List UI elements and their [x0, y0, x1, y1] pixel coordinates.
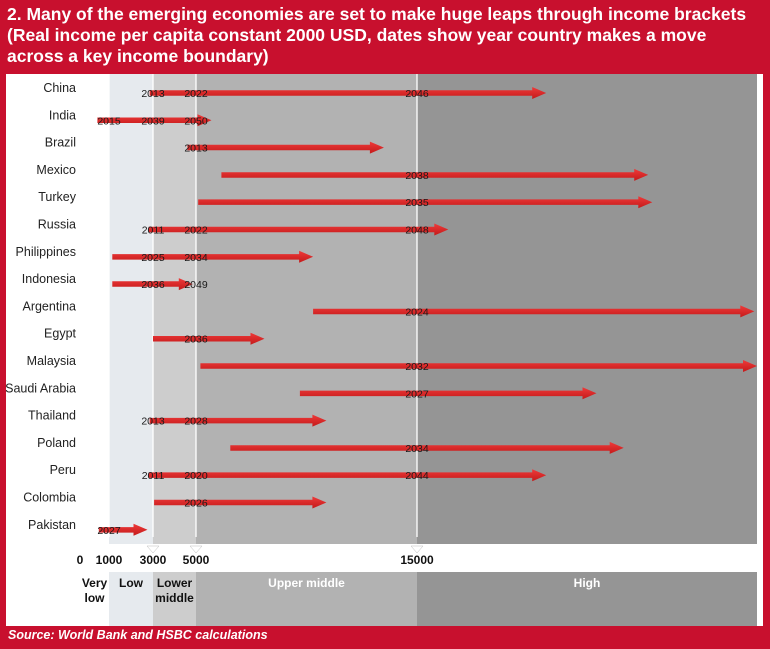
country-label-india: India: [49, 108, 76, 122]
year-label-peru-2011: 2011: [142, 470, 165, 482]
country-label-philippines: Philippines: [16, 245, 76, 259]
arrow-saudi-arabia: [299, 387, 597, 400]
year-label-colombia-2026: 2026: [184, 498, 208, 510]
year-label-china-2022: 2022: [184, 88, 208, 100]
arrow-russia: [148, 223, 449, 236]
arrow-malaysia: [200, 360, 757, 372]
country-label-russia: Russia: [38, 218, 76, 232]
year-label-india-2015: 2015: [97, 115, 121, 127]
x-tick-label-0: 0: [77, 553, 84, 567]
arrow-poland: [230, 441, 624, 454]
x-axis: 0 1000 3000 5000 15000: [77, 545, 434, 567]
band-high: [417, 74, 757, 626]
country-label-argentina: Argentina: [22, 299, 76, 313]
x-tick-label-5000: 5000: [183, 553, 210, 567]
band-name-low: Low: [119, 576, 144, 590]
year-label-philippines-2025: 2025: [141, 252, 165, 264]
year-label-argentina-2024: 2024: [405, 306, 429, 318]
year-label-poland-2034: 2034: [405, 443, 429, 455]
country-label-turkey: Turkey: [38, 190, 76, 204]
band-name-very-low-2: low: [85, 591, 106, 605]
country-label-mexico: Mexico: [36, 163, 76, 177]
year-label-india-2039: 2039: [141, 115, 165, 127]
country-label-thailand: Thailand: [28, 409, 76, 423]
income-bands: [6, 74, 763, 626]
year-label-indonesia-2036: 2036: [141, 279, 165, 291]
year-label-malaysia-2032: 2032: [405, 361, 429, 373]
boundary-marker-15000: [410, 545, 424, 554]
x-tick-label-15000: 15000: [400, 553, 434, 567]
income-bracket-chart: China India Brazil Mexico Turkey Russia Philip…: [6, 74, 763, 626]
arrow-pakistan: [98, 523, 148, 536]
x-tick-label-1000: 1000: [96, 553, 123, 567]
boundary-marker-5000: [189, 545, 203, 554]
country-label-malaysia: Malaysia: [27, 354, 76, 368]
band-name-very-low-1: Very: [82, 576, 108, 590]
boundary-lines: [108, 74, 418, 537]
year-label-russia-2048: 2048: [405, 225, 429, 237]
country-labels: China India Brazil Mexico Turkey Russia Philip…: [6, 81, 77, 532]
country-label-saudi-arabia: Saudi Arabia: [6, 381, 76, 395]
arrow-brazil: [187, 141, 384, 154]
arrow-turkey: [198, 196, 653, 209]
arrow-indonesia: [112, 278, 193, 291]
arrow-philippines: [112, 250, 314, 263]
title-line-1: 2. Many of the emerging economies are se…: [7, 4, 747, 24]
country-label-poland: Poland: [37, 436, 76, 450]
band-upper-middle: [196, 74, 417, 626]
title-line-2: (Real income per capita constant 2000 US…: [7, 25, 707, 45]
band-name-upper-middle: Upper middle: [268, 576, 345, 590]
band-name-lower-middle-2: middle: [155, 591, 194, 605]
title-line-3: across a key income boundary): [7, 46, 269, 66]
arrow-egypt: [153, 332, 265, 345]
country-label-brazil: Brazil: [45, 136, 76, 150]
year-label-russia-2022: 2022: [184, 225, 208, 237]
year-label-thailand-2013: 2013: [141, 416, 165, 428]
country-label-indonesia: Indonesia: [22, 272, 76, 286]
chart-area: China India Brazil Mexico Turkey Russia Philip…: [6, 74, 763, 626]
year-label-india-2050: 2050: [184, 115, 208, 127]
band-very-low: [80, 74, 109, 626]
year-label-saudi-arabia-2027: 2027: [405, 388, 429, 400]
country-label-pakistan: Pakistan: [28, 518, 76, 532]
year-label-philippines-2034: 2034: [184, 252, 208, 264]
arrow-colombia: [154, 496, 327, 509]
year-label-thailand-2028: 2028: [184, 416, 208, 428]
label-column: [6, 74, 80, 626]
year-label-turkey-2035: 2035: [405, 197, 429, 209]
year-label-egypt-2036: 2036: [184, 334, 208, 346]
year-label-china-2013: 2013: [141, 88, 165, 100]
axis-strip: [6, 544, 763, 572]
band-low: [109, 74, 153, 626]
x-tick-label-3000: 3000: [140, 553, 167, 567]
source-note: Source: World Bank and HSBC calculations: [8, 628, 268, 642]
year-label-russia-2011: 2011: [142, 225, 165, 237]
country-label-colombia: Colombia: [23, 491, 76, 505]
country-label-china: China: [43, 81, 76, 95]
arrow-china: [149, 87, 547, 99]
year-label-brazil-2013: 2013: [184, 143, 208, 155]
arrow-argentina: [313, 305, 755, 318]
band-name-high: High: [574, 576, 601, 590]
band-lower-middle: [153, 74, 196, 626]
year-label-china-2046: 2046: [405, 88, 429, 100]
country-arrows: [97, 87, 757, 536]
arrow-india: [97, 114, 212, 127]
year-label-mexico-2038: 2038: [405, 170, 429, 182]
arrow-peru: [148, 469, 547, 482]
chart-title: 2. Many of the emerging economies are se…: [7, 4, 763, 67]
band-name-lower-middle-1: Lower: [157, 576, 193, 590]
year-label-peru-2044: 2044: [405, 470, 429, 482]
year-label-peru-2020: 2020: [184, 470, 208, 482]
arrow-thailand: [149, 414, 327, 427]
country-label-peru: Peru: [50, 463, 76, 477]
arrow-mexico: [221, 168, 649, 181]
year-labels: 2013 2022 2046 2015 2039 2050 2013 2038 2035 2011…: [97, 88, 429, 537]
country-label-egypt: Egypt: [44, 327, 76, 341]
boundary-marker-3000: [146, 545, 160, 554]
year-label-pakistan-2027: 2027: [97, 525, 121, 537]
year-label-indonesia-2049: 2049: [184, 279, 208, 291]
